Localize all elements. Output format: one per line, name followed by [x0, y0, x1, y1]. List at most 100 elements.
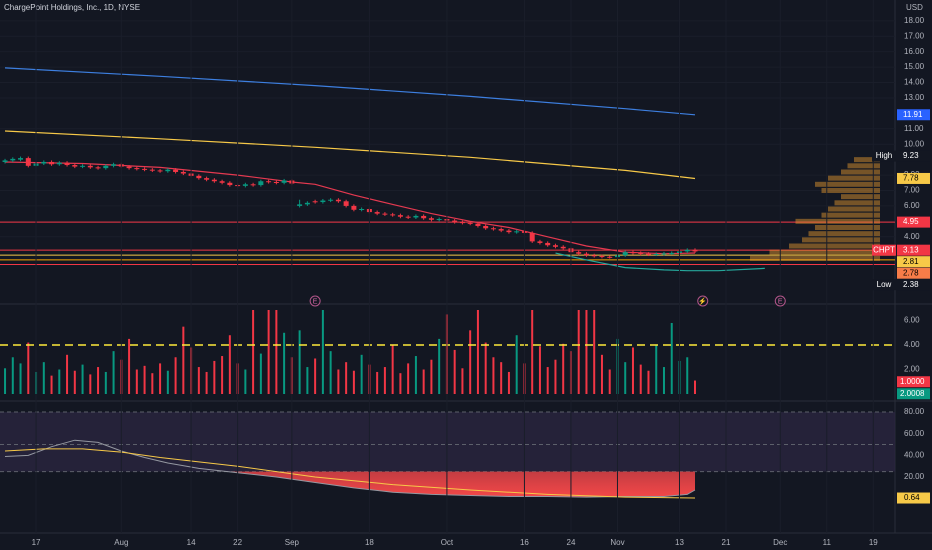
volume-profile-bar	[795, 218, 880, 224]
volume-bar	[166, 370, 169, 394]
x-tick-label: 14	[187, 538, 196, 547]
candle-body	[273, 182, 279, 184]
moving-average	[4, 161, 696, 255]
y-tick-label: 4.00	[904, 232, 920, 241]
volume-bar	[608, 369, 611, 394]
price-tag-box	[872, 279, 896, 291]
candle-body	[328, 199, 334, 201]
oscillator-line	[4, 448, 696, 499]
price-label-box	[897, 244, 930, 256]
price-label-box	[897, 216, 930, 228]
volume-bar	[11, 357, 14, 394]
candle-body	[281, 180, 287, 183]
volume-profile-bar	[815, 225, 880, 231]
price-label: 2.78	[903, 268, 919, 277]
price-label: 2.81	[903, 257, 919, 266]
value-label: 2.0008	[900, 389, 925, 398]
volume-profile-bar	[789, 243, 880, 249]
volume-bar	[562, 343, 565, 394]
candle-body	[506, 230, 512, 233]
price-label: 2.38	[903, 280, 919, 289]
oscillator-fill	[227, 471, 695, 498]
candle-body	[560, 246, 566, 249]
candle-body	[211, 179, 217, 182]
volume-bar	[89, 374, 92, 394]
volume-bar	[507, 371, 510, 394]
event-marker	[774, 295, 786, 307]
candle-body	[343, 201, 349, 206]
volume-bar	[647, 370, 650, 394]
candle-body	[498, 229, 504, 231]
x-tick-label: 16	[520, 538, 529, 547]
candle-body	[591, 255, 597, 257]
candle-body	[661, 253, 667, 255]
y-tick-label: 6.00	[904, 316, 920, 325]
volume-bar	[174, 357, 177, 394]
value-label: 0.64	[904, 493, 920, 502]
volume-bar	[492, 357, 495, 394]
y-tick-label: 15.00	[904, 62, 925, 71]
volume-bar	[259, 353, 262, 394]
x-tick-label: 22	[233, 538, 242, 547]
volume-bar	[593, 310, 596, 394]
volume-bar	[345, 362, 348, 394]
value-label-box	[897, 388, 930, 400]
candle-body	[2, 160, 8, 162]
y-tick-label: 16.00	[904, 47, 925, 56]
candle-body	[103, 165, 109, 169]
candle-body	[382, 213, 388, 215]
candle-body	[630, 252, 636, 254]
volume-bar	[66, 354, 69, 394]
candle-body	[638, 252, 644, 254]
y-tick-label: 11.00	[904, 124, 924, 133]
volume-bar	[4, 368, 7, 394]
moving-average	[555, 252, 765, 272]
oscillator-pane	[0, 411, 895, 499]
volume-bar	[128, 338, 131, 394]
volume-bar	[515, 335, 518, 394]
candle-body	[490, 228, 496, 230]
volume-profile-bar	[854, 157, 880, 163]
volume-bar	[476, 310, 479, 394]
candle-body	[173, 169, 179, 172]
chart-title: ChargePoint Holdings, Inc., 1D, NYSE	[4, 3, 140, 12]
event-marker	[309, 295, 321, 307]
volume-bar	[329, 351, 332, 394]
candle-body	[545, 242, 551, 246]
candle-body	[351, 205, 357, 210]
volume-bar	[267, 310, 270, 394]
y-tick-label: 40.00	[904, 450, 925, 459]
candle-body	[359, 208, 365, 210]
y-tick-label: 4.00	[904, 340, 920, 349]
price-label: 7.78	[903, 174, 919, 183]
volume-bar	[19, 363, 22, 394]
x-tick-label: 21	[722, 538, 731, 547]
volume-bar	[577, 310, 580, 394]
volume-profile-bar	[808, 231, 880, 237]
volume-bar	[693, 380, 696, 394]
moving-average	[4, 67, 696, 116]
y-tick-label: 20.00	[904, 472, 925, 481]
axes: 18.00 17.00 16.00 15.00 14.00 13.00 11.00 10.00…	[32, 0, 930, 547]
y-tick-label: 60.00	[904, 429, 925, 438]
price-label-box	[897, 150, 930, 162]
value-label-box	[897, 376, 930, 388]
volume-bar	[337, 369, 340, 394]
volume-bar	[42, 362, 45, 394]
candle-body	[576, 252, 582, 254]
volume-bar	[376, 371, 379, 394]
candle-body	[304, 202, 310, 205]
volume-bar	[244, 369, 247, 394]
price-label: 3.13	[903, 245, 919, 254]
price-pane	[0, 20, 895, 272]
candle-body	[87, 165, 93, 168]
volume-profile-bar	[769, 249, 880, 255]
volume-bar	[197, 367, 200, 394]
candle-body	[95, 167, 101, 169]
volume-bar	[585, 310, 588, 394]
candle-body	[684, 249, 690, 252]
price-tag: CHPT	[873, 245, 895, 254]
y-tick-label: 6.00	[904, 201, 920, 210]
candle-body	[653, 254, 659, 256]
volume-bar	[639, 364, 642, 394]
